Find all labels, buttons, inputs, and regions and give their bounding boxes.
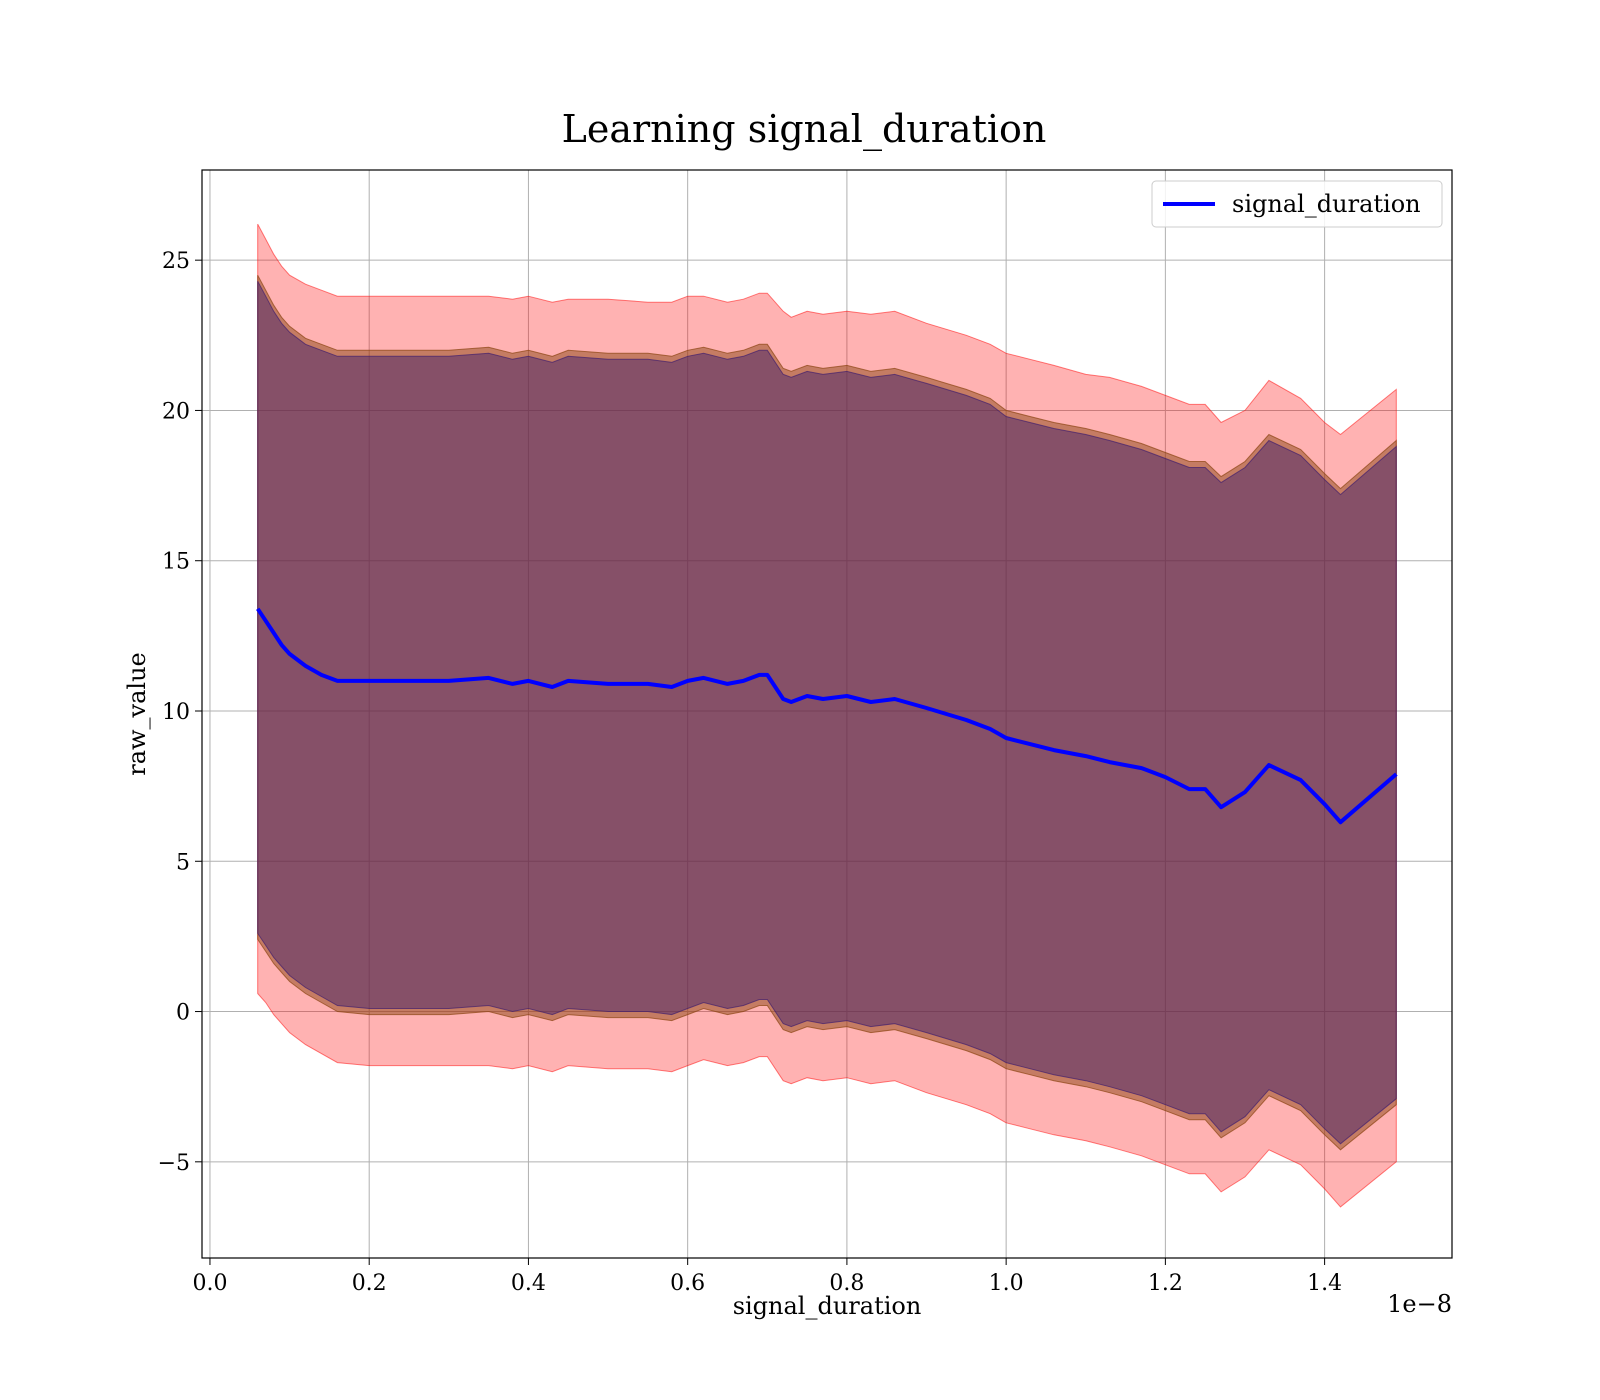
x-axis-offset-label: 1e−8 [1387,1290,1452,1318]
legend-box [1151,180,1443,228]
y-tick-label: 0 [176,1001,190,1026]
confidence-bands [257,223,1397,1208]
x-tick-label: 0.6 [670,1271,705,1296]
chart-title: Learning signal_duration [562,107,1047,152]
y-tick-label: −5 [158,1151,190,1176]
x-tick-label: 0.0 [192,1271,227,1296]
y-tick-label: 5 [176,850,190,875]
band-inner [257,280,1397,1145]
y-tick-label: 10 [162,700,190,725]
series-lines [256,607,1398,825]
x-axis-ticks: 0.0 0.2 0.4 0.6 0.8 1.0 1.2 1.4 [192,1258,1342,1296]
legend-label: signal_duration [1232,190,1421,218]
y-tick-label: 15 [162,550,190,575]
x-tick-label: 0.8 [829,1271,864,1296]
x-tick-label: 0.2 [352,1271,387,1296]
y-axis-ticks: −5 0 5 10 15 20 25 [158,249,202,1176]
x-tick-label: 1.2 [1148,1271,1183,1296]
band-middle [257,274,1397,1151]
y-tick-label: 20 [162,399,190,424]
y-axis-label: raw_value [123,652,151,776]
x-axis-label: signal_duration [733,1292,922,1320]
y-tick-label: 25 [162,249,190,274]
x-tick-label: 0.4 [511,1271,546,1296]
x-tick-label: 1.0 [989,1271,1024,1296]
legend: signal_duration [1151,180,1443,228]
series-line [256,607,1398,825]
x-tick-label: 1.4 [1307,1271,1342,1296]
plot-frame [201,169,1453,1259]
